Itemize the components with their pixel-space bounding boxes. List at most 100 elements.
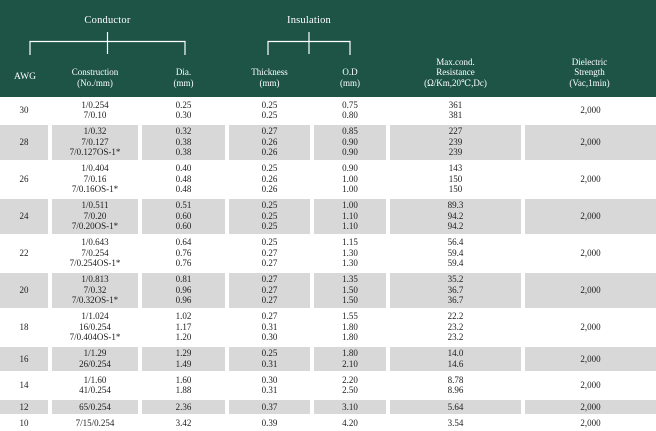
- cell-construction: 1/1.024 16/0.254 7/0.404OS-1*: [50, 309, 140, 346]
- cell-thickness: 0.25 0.27 0.27: [227, 235, 312, 272]
- cell-thickness: 0.27 0.26 0.26: [227, 124, 312, 161]
- thickness-value: 0.26: [261, 136, 278, 147]
- od-value: 2.50: [342, 385, 358, 396]
- cell-od: 1.55 1.80 1.80: [312, 309, 388, 346]
- resistance-value: 3.54: [447, 417, 464, 428]
- dia-value: 3.42: [175, 417, 192, 428]
- cell-dia: 0.51 0.60 0.60: [140, 198, 227, 235]
- cell-thickness: 0.25 0.31: [227, 346, 312, 373]
- cell-resistance: 22.2 23.2 23.2: [388, 309, 523, 346]
- construction-value: 7/0.254OS-1*: [69, 258, 121, 269]
- column-header-line: Thickness: [251, 67, 288, 77]
- table-row-awg-22: 22 1/0.643 7/0.254 7/0.254OS-1* 0.64 0.76 0.76…: [0, 235, 656, 272]
- thickness-value: 0.27: [261, 247, 278, 258]
- resistance-value: 239: [448, 147, 463, 158]
- awg-value: 24: [19, 210, 29, 221]
- dia-value: 0.30: [175, 110, 192, 121]
- thickness-value: 0.25: [261, 163, 278, 174]
- dielectric-value: 2,000: [580, 284, 601, 295]
- cell-construction: 1/1.29 26/0.254: [50, 346, 140, 373]
- cell-construction: 1/1.60 41/0.254: [50, 372, 140, 399]
- dielectric-value: 2,000: [580, 353, 601, 364]
- awg-value: 10: [19, 417, 29, 428]
- table-row-awg-12: 12 65/0.254 2.36 0.37 3.10 5.64 2,000: [0, 399, 656, 415]
- od-value: 2.20: [342, 374, 358, 385]
- awg-value: 28: [19, 136, 29, 147]
- cell-awg: 12: [0, 399, 50, 415]
- dia-value: 0.64: [175, 237, 192, 248]
- resistance-value: 5.64: [447, 401, 464, 412]
- thickness-value: 0.30: [261, 332, 278, 343]
- cell-construction: 1/0.511 7/0.20 7/0.20OS-1*: [50, 198, 140, 235]
- od-value: 2.10: [342, 358, 358, 369]
- od-value: 1.80: [342, 321, 358, 332]
- construction-value: 65/0.254: [79, 401, 111, 412]
- column-header-line: Resistance: [436, 67, 475, 77]
- dia-value: 0.38: [175, 136, 192, 147]
- dia-value: 0.40: [175, 163, 192, 174]
- thickness-value: 0.25: [261, 110, 278, 121]
- construction-value: 1/1.60: [83, 374, 107, 385]
- resistance-value: 23.2: [447, 332, 464, 343]
- dia-value: 1.29: [175, 348, 192, 359]
- od-value: 1.30: [342, 258, 358, 269]
- construction-value: 1/0.643: [81, 237, 109, 248]
- cell-awg: 14: [0, 372, 50, 399]
- awg-value: 26: [19, 173, 29, 184]
- cell-dielectric: 2,000: [523, 415, 656, 431]
- cell-dia: 0.40 0.48 0.48: [140, 161, 227, 198]
- column-header-awg: AWG: [0, 0, 50, 97]
- column-header-line: Max.cond.: [436, 56, 475, 67]
- od-value: 1.10: [342, 221, 358, 232]
- dia-value: 0.51: [175, 200, 192, 211]
- construction-value: 16/0.254: [79, 321, 111, 332]
- dia-value: 0.48: [175, 173, 192, 184]
- resistance-value: 35.2: [447, 274, 464, 285]
- table-row-awg-26: 26 1/0.404 7/0.16 7/0.16OS-1* 0.40 0.48 0.48 0.…: [0, 161, 656, 198]
- cell-thickness: 0.37: [227, 399, 312, 415]
- thickness-value: 0.27: [261, 284, 278, 295]
- cell-resistance: 5.64: [388, 399, 523, 415]
- dielectric-value: 2,000: [580, 401, 601, 412]
- resistance-value: 8.78: [447, 374, 464, 385]
- dielectric-value: 2,000: [580, 321, 601, 332]
- construction-value: 7/0.404OS-1*: [69, 332, 121, 343]
- thickness-value: 0.31: [261, 385, 278, 396]
- dia-value: 0.60: [175, 221, 192, 232]
- cell-construction: 65/0.254: [50, 399, 140, 415]
- construction-value: 7/0.32OS-1*: [71, 295, 119, 306]
- column-header-line: (mm): [173, 77, 194, 88]
- dia-value: 0.76: [175, 258, 192, 269]
- resistance-value: 14.6: [447, 358, 464, 369]
- awg-value: 12: [19, 401, 29, 412]
- table-row-awg-14: 14 1/1.60 41/0.254 1.60 1.88 0.30 0.31 2.20 2.50…: [0, 372, 656, 399]
- dielectric-value: 2,000: [580, 247, 601, 258]
- cell-dia: 3.42: [140, 415, 227, 431]
- thickness-value: 0.26: [261, 184, 278, 195]
- dielectric-value: 2,000: [580, 380, 601, 391]
- thickness-value: 0.25: [261, 348, 278, 359]
- od-value: 1.00: [342, 200, 358, 211]
- cell-od: 0.85 0.90 0.90: [312, 124, 388, 161]
- construction-value: 7/0.16OS-1*: [71, 184, 119, 195]
- resistance-value: 381: [448, 110, 463, 121]
- dia-value: 0.25: [175, 99, 192, 110]
- cell-construction: 1/0.643 7/0.254 7/0.254OS-1*: [50, 235, 140, 272]
- construction-value: 7/0.32: [83, 284, 107, 295]
- cell-thickness: 0.25 0.25 0.25: [227, 198, 312, 235]
- cell-dia: 1.29 1.49: [140, 346, 227, 373]
- cell-dia: 1.02 1.17 1.20: [140, 309, 227, 346]
- thickness-value: 0.39: [261, 417, 278, 428]
- column-header-line: (Ω/Km,20℃,Dc): [424, 77, 487, 88]
- group-label-conductor: Conductor: [84, 15, 131, 26]
- thickness-value: 0.31: [261, 358, 278, 369]
- resistance-value: 22.2: [447, 311, 464, 322]
- dia-value: 0.96: [175, 295, 192, 306]
- cell-dielectric: 2,000: [523, 309, 656, 346]
- construction-value: 7/0.10: [83, 110, 107, 121]
- resistance-value: 36.7: [447, 295, 464, 306]
- cell-resistance: 3.54: [388, 415, 523, 431]
- table-row-awg-20: 20 1/0.813 7/0.32 7/0.32OS-1* 0.81 0.96 0.96 0.…: [0, 272, 656, 309]
- cell-resistance: 227 239 239: [388, 124, 523, 161]
- table-row-awg-16: 16 1/1.29 26/0.254 1.29 1.49 0.25 0.31 1.80 2.10…: [0, 346, 656, 373]
